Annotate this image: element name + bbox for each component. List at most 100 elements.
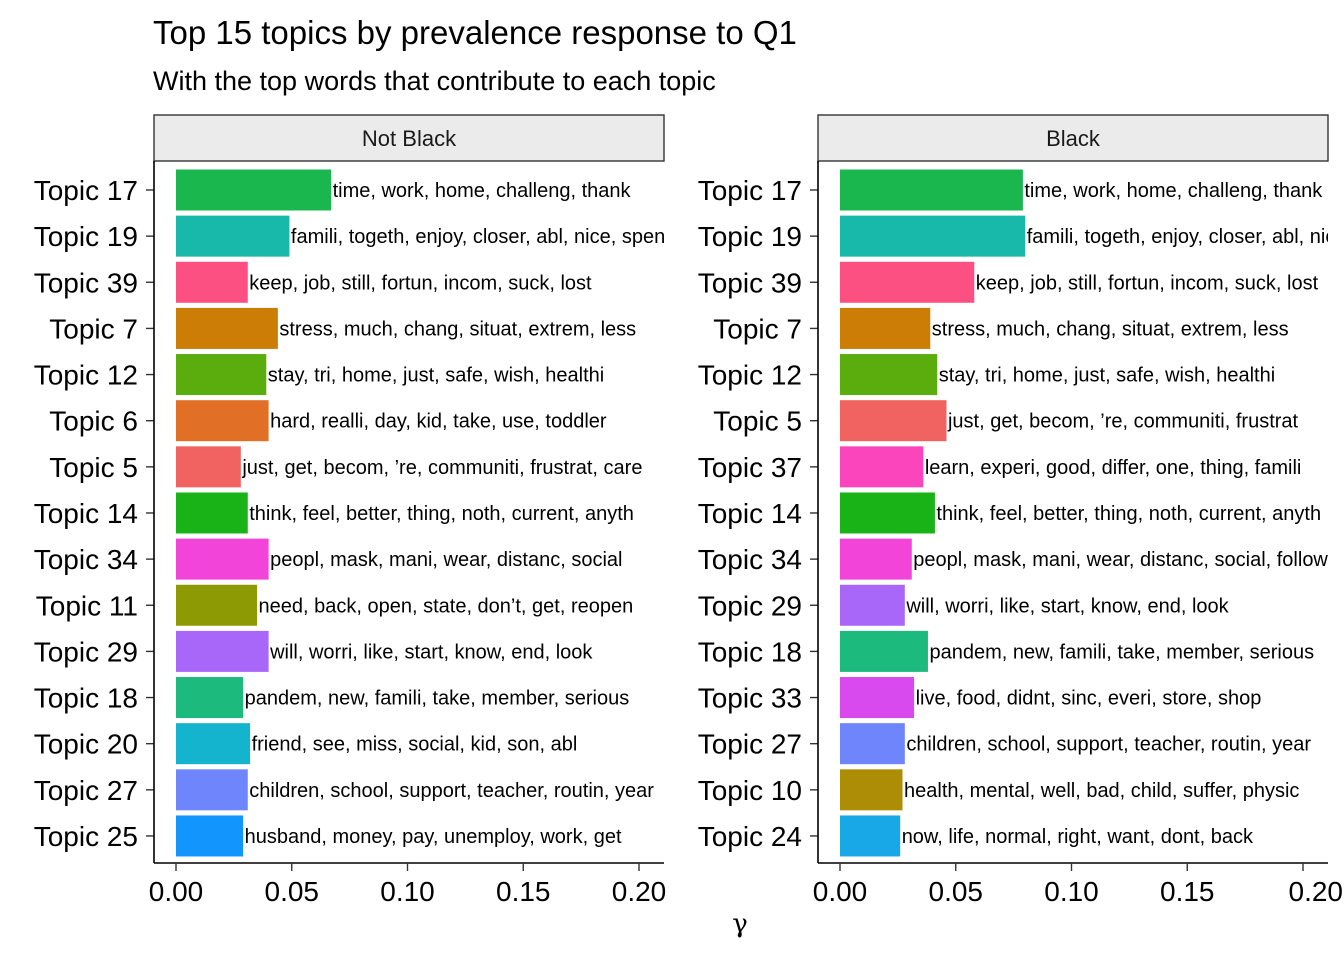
bar [840, 400, 947, 442]
bar [176, 538, 269, 580]
bar-words-label: now, life, normal, right, want, dont, ba… [902, 826, 1254, 848]
bar-words-label: husband, money, pay, unemploy, work, get [245, 826, 622, 848]
bar-words-label: peopl, mask, mani, wear, distanc, social… [913, 549, 1328, 571]
y-tick-label: Topic 17 [34, 175, 138, 206]
bar [840, 538, 912, 580]
y-tick-label: Topic 6 [49, 406, 138, 437]
bar [840, 630, 928, 672]
facet-strip [153, 114, 665, 162]
x-tick-label: 0.15 [496, 876, 551, 907]
x-tick-label: 0.20 [612, 876, 667, 907]
bar-words-label: think, feel, better, thing, noth, curren… [936, 503, 1321, 525]
bar-words-label: famili, togeth, enjoy, closer, abl, nice [1027, 226, 1344, 248]
facet-panel: Not Black time, work, home, challeng, tha… [34, 114, 667, 907]
bar [176, 723, 251, 765]
bar [176, 446, 241, 488]
chart-title: Top 15 topics by prevalence response to … [153, 14, 797, 51]
y-tick-label: Topic 29 [34, 636, 138, 667]
bar [176, 584, 258, 626]
bar-words-label: keep, job, still, fortun, incom, suck, l… [249, 272, 592, 294]
bar-words-label: learn, experi, good, differ, one, thing,… [925, 457, 1302, 479]
y-tick-label: Topic 5 [49, 452, 138, 483]
y-tick-label: Topic 25 [34, 821, 138, 852]
bar [176, 354, 267, 396]
facet-panels: Not Black time, work, home, challeng, tha… [34, 114, 1344, 907]
bar-words-label: keep, job, still, fortun, incom, suck, l… [976, 272, 1319, 294]
bar [176, 261, 248, 303]
x-axis-label: γ [732, 909, 748, 939]
x-tick-label: 0.20 [1289, 876, 1344, 907]
bar-words-label: live, food, didnt, sinc, everi, store, s… [916, 688, 1262, 710]
bar-words-label: just, get, becom, ’re, communiti, frustr… [947, 411, 1299, 433]
y-tick-label: Topic 17 [698, 175, 802, 206]
x-tick-label: 0.05 [265, 876, 320, 907]
y-tick-label: Topic 33 [698, 683, 802, 714]
facet-strip-label: Black [1046, 126, 1101, 151]
bar [840, 492, 935, 534]
bar-words-label: pandem, new, famili, take, member, serio… [929, 641, 1314, 663]
bar [840, 815, 901, 857]
bar-words-label: just, get, becom, ’re, communiti, frustr… [241, 457, 642, 479]
bar-layer: time, work, home, challeng, thank famili,… [840, 169, 1344, 857]
bar-words-label: children, school, support, teacher, rout… [249, 780, 654, 802]
bar [840, 446, 924, 488]
y-tick-label: Topic 7 [713, 313, 802, 344]
bar [840, 169, 1023, 211]
bar-words-label: peopl, mask, mani, wear, distanc, social [270, 549, 622, 571]
bar [840, 723, 905, 765]
y-tick-label: Topic 14 [34, 498, 138, 529]
y-tick-label: Topic 11 [36, 590, 138, 621]
bar [840, 215, 1026, 257]
y-tick-label: Topic 12 [698, 360, 802, 391]
y-tick-label: Topic 18 [34, 683, 138, 714]
facet-panel: Black time, work, home, challeng, thank fa… [698, 114, 1344, 907]
chart-subtitle: With the top words that contribute to ea… [153, 66, 716, 96]
bar-words-label: stay, tri, home, just, safe, wish, healt… [268, 365, 604, 387]
bar-words-label: time, work, home, challeng, thank [333, 180, 632, 202]
bar [176, 630, 269, 672]
bar [176, 169, 332, 211]
bar-words-label: think, feel, better, thing, noth, curren… [249, 503, 634, 525]
bar [840, 261, 975, 303]
bar [840, 584, 905, 626]
bar-words-label: will, worri, like, start, know, end, loo… [269, 641, 593, 663]
y-tick-label: Topic 10 [698, 775, 802, 806]
bar [176, 215, 290, 257]
bar-words-label: stress, much, chang, situat, extrem, les… [279, 318, 636, 340]
bar [840, 354, 938, 396]
y-tick-label: Topic 39 [34, 267, 138, 298]
y-tick-label: Topic 39 [698, 267, 802, 298]
bar-words-label: stress, much, chang, situat, extrem, les… [932, 318, 1289, 340]
y-tick-label: Topic 24 [698, 821, 802, 852]
bar [176, 769, 248, 811]
y-tick-label: Topic 20 [34, 729, 138, 760]
bar-words-label: friend, see, miss, social, kid, son, abl [252, 734, 578, 756]
y-tick-label: Topic 18 [698, 636, 802, 667]
bar [840, 769, 903, 811]
y-tick-label: Topic 34 [34, 544, 138, 575]
bar [176, 815, 244, 857]
y-tick-label: Topic 27 [34, 775, 138, 806]
bar [176, 400, 269, 442]
bar-words-label: children, school, support, teacher, rout… [906, 734, 1311, 756]
bar-words-label: hard, realli, day, kid, take, use, toddl… [270, 411, 607, 433]
y-tick-label: Topic 37 [698, 452, 802, 483]
y-tick-label: Topic 7 [49, 313, 138, 344]
bar-words-label: will, worri, like, start, know, end, loo… [905, 595, 1229, 617]
x-tick-label: 0.00 [813, 876, 868, 907]
bar-words-label: time, work, home, challeng, thank [1024, 180, 1323, 202]
bar-layer: time, work, home, challeng, thank famili,… [176, 169, 664, 857]
y-tick-label: Topic 19 [698, 221, 802, 252]
y-tick-label: Topic 34 [698, 544, 802, 575]
bar-words-label: stay, tri, home, just, safe, wish, healt… [939, 365, 1275, 387]
x-tick-label: 0.10 [380, 876, 435, 907]
bar-words-label: pandem, new, famili, take, member, serio… [245, 688, 630, 710]
y-tick-label: Topic 14 [698, 498, 802, 529]
bar-words-label: need, back, open, state, don’t, get, reo… [259, 595, 634, 617]
facet-strip-label: Not Black [362, 126, 457, 151]
x-tick-label: 0.10 [1044, 876, 1099, 907]
x-tick-label: 0.15 [1160, 876, 1215, 907]
bar [176, 677, 244, 719]
x-tick-label: 0.05 [929, 876, 984, 907]
